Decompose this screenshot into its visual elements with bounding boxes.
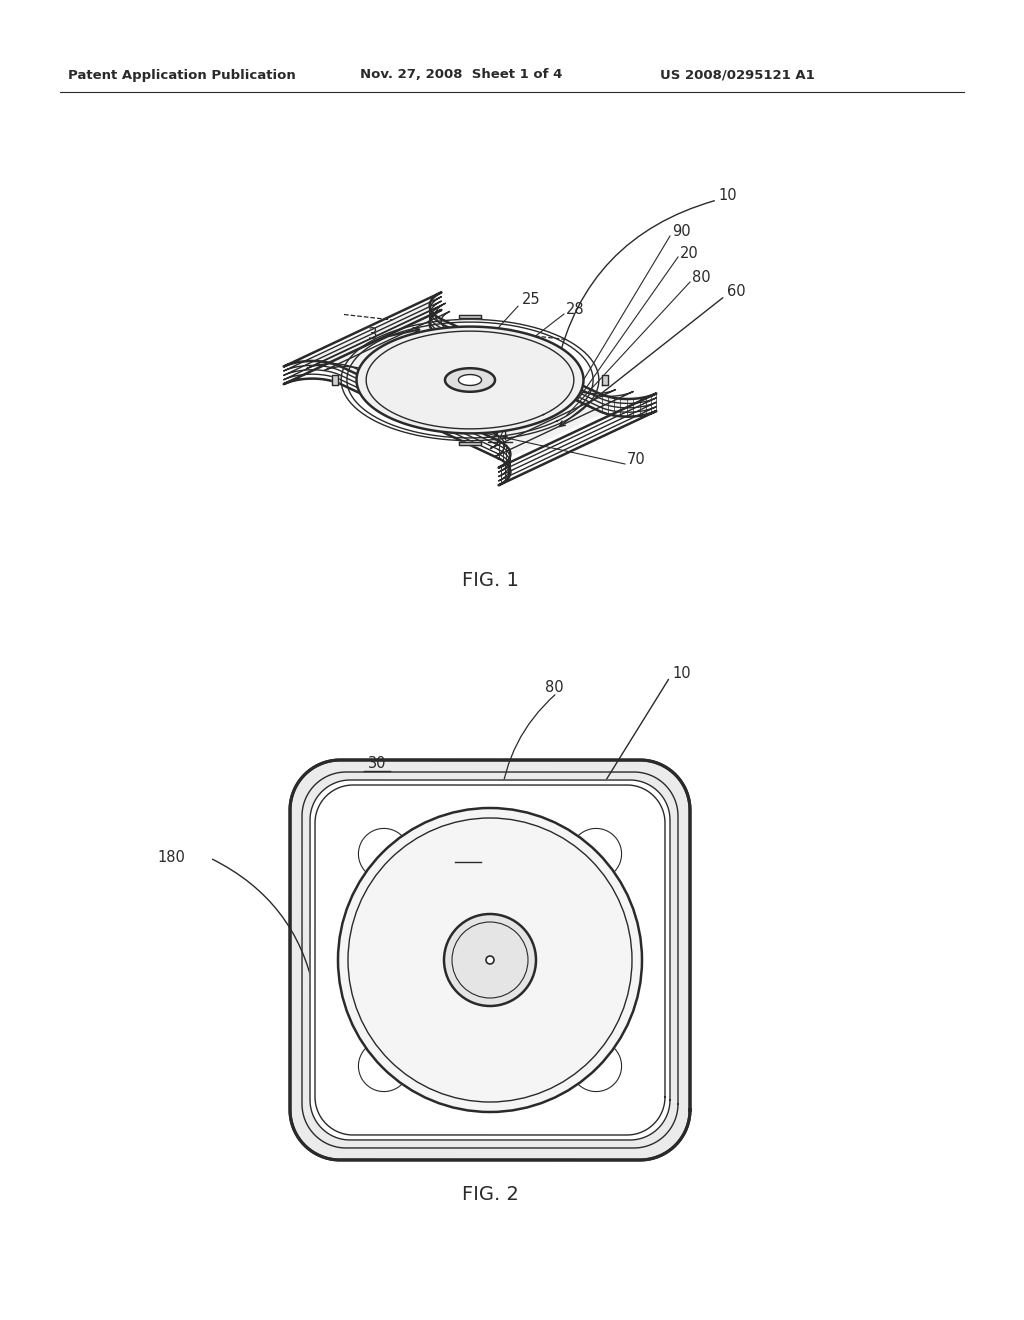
Text: US 2008/0295121 A1: US 2008/0295121 A1: [660, 69, 815, 82]
Text: 28: 28: [566, 302, 585, 318]
Polygon shape: [356, 326, 584, 433]
Polygon shape: [460, 315, 480, 318]
Text: 10: 10: [718, 187, 736, 202]
Text: 3: 3: [419, 346, 428, 360]
Polygon shape: [602, 375, 607, 385]
Polygon shape: [551, 804, 646, 899]
Text: 3: 3: [368, 327, 378, 342]
Polygon shape: [293, 297, 647, 463]
Text: 25: 25: [522, 293, 541, 308]
Polygon shape: [334, 1022, 429, 1117]
Polygon shape: [551, 1022, 646, 1117]
Text: 180: 180: [157, 850, 185, 866]
Text: Nov. 27, 2008  Sheet 1 of 4: Nov. 27, 2008 Sheet 1 of 4: [360, 69, 562, 82]
Polygon shape: [334, 804, 429, 899]
Text: 32: 32: [598, 813, 616, 828]
Text: 80: 80: [692, 271, 711, 285]
Text: 10: 10: [672, 665, 690, 681]
Text: 90: 90: [672, 224, 690, 239]
Circle shape: [444, 913, 536, 1006]
Text: 30: 30: [459, 847, 477, 862]
Text: 60: 60: [727, 285, 745, 300]
Polygon shape: [290, 760, 690, 1160]
Polygon shape: [445, 368, 495, 392]
Polygon shape: [310, 780, 670, 1140]
Polygon shape: [460, 442, 480, 445]
Text: FIG. 2: FIG. 2: [462, 1185, 518, 1204]
Text: 30: 30: [368, 756, 386, 771]
Polygon shape: [459, 375, 481, 385]
Text: 20: 20: [680, 246, 698, 260]
Polygon shape: [333, 375, 338, 385]
Circle shape: [338, 808, 642, 1111]
Polygon shape: [315, 785, 665, 1135]
Text: FIG. 1: FIG. 1: [462, 570, 518, 590]
Text: 24: 24: [490, 428, 509, 442]
Text: 80: 80: [545, 681, 563, 696]
Text: Patent Application Publication: Patent Application Publication: [68, 69, 296, 82]
Text: 70: 70: [627, 453, 646, 467]
Circle shape: [486, 956, 494, 964]
